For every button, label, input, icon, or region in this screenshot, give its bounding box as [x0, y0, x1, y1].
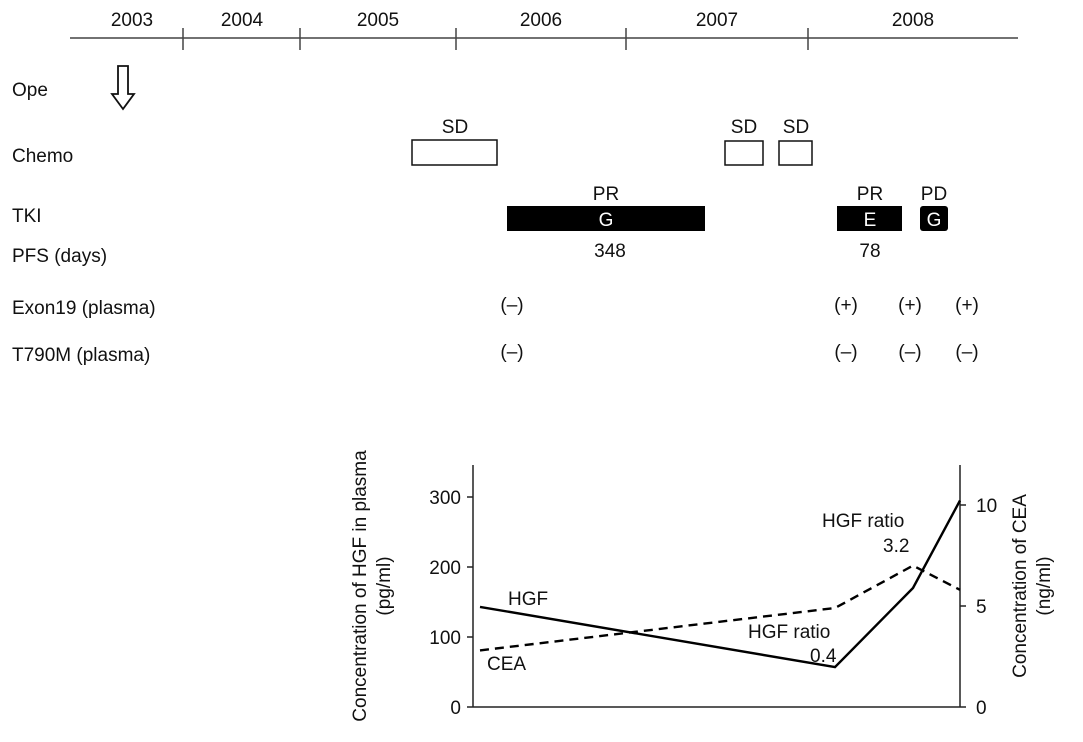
hgf-ratio-label: HGF ratio — [822, 511, 904, 532]
year-label: 2007 — [696, 10, 738, 31]
chemo-block — [724, 140, 764, 166]
year-label: 2004 — [221, 10, 264, 31]
mutation-results: (–) (+) (+) (+) (–) (–) (–) (–) — [500, 295, 978, 363]
tki-response-label: PR — [857, 184, 883, 205]
hgf-ratio-value: 3.2 — [883, 536, 909, 557]
right-tick-label: 0 — [976, 698, 987, 719]
series-line-cea — [479, 564, 961, 652]
pfs-value: 78 — [859, 241, 880, 262]
hgf-cea-chart: 0 100 200 300 0 5 10 Concentration of HGF in p… — [350, 450, 1055, 722]
t790m-result: (–) — [955, 342, 978, 363]
tki-blocks: PR G 348 PR E 78 PD G — [507, 184, 948, 262]
tki-drug-label: E — [864, 210, 877, 231]
series-label-hgf: HGF — [508, 589, 548, 610]
exon19-result: (+) — [898, 295, 922, 316]
chemo-block — [411, 139, 498, 166]
axis-ticks: 0 100 200 300 0 5 10 — [429, 488, 997, 719]
left-axis-label: Concentration of HGF in plasma (pg/ml) — [350, 450, 395, 722]
row-labels: Ope Chemo TKI PFS (days) Exon19 (plasma)… — [12, 80, 156, 366]
left-tick-label: 200 — [429, 558, 461, 579]
left-tick-label: 0 — [450, 698, 461, 719]
row-label-chemo: Chemo — [12, 146, 73, 167]
left-tick-label: 100 — [429, 628, 461, 649]
row-label-pfs: PFS (days) — [12, 246, 107, 267]
tki-block — [837, 206, 902, 231]
tki-block — [507, 206, 705, 231]
series-lines — [479, 499, 962, 669]
series-label-cea: CEA — [487, 654, 526, 675]
chemo-response-label: SD — [442, 117, 468, 138]
hgf-ratio-label: HGF ratio — [748, 622, 830, 643]
chemo-blocks: SD SD SD — [411, 117, 813, 166]
row-label-exon19: Exon19 (plasma) — [12, 298, 156, 319]
left-tick-label: 300 — [429, 488, 461, 509]
year-label: 2005 — [357, 10, 399, 31]
pfs-value: 348 — [594, 241, 626, 262]
exon19-result: (+) — [834, 295, 858, 316]
hgf-ratio-value: 0.4 — [810, 646, 837, 667]
row-label-t790m: T790M (plasma) — [12, 345, 150, 366]
chemo-response-label: SD — [731, 117, 757, 138]
down-arrow-icon — [110, 65, 136, 111]
right-tick-label: 10 — [976, 496, 997, 517]
exon19-result: (+) — [955, 295, 979, 316]
year-label: 2008 — [892, 10, 934, 31]
tki-block — [920, 206, 948, 231]
tki-response-label: PD — [921, 184, 947, 205]
year-label: 2003 — [111, 10, 153, 31]
t790m-result: (–) — [898, 342, 921, 363]
t790m-result: (–) — [500, 342, 523, 363]
right-tick-label: 5 — [976, 597, 987, 618]
chemo-response-label: SD — [783, 117, 809, 138]
t790m-result: (–) — [834, 342, 857, 363]
year-label: 2006 — [520, 10, 562, 31]
row-label-tki: TKI — [12, 206, 42, 227]
tki-response-label: PR — [593, 184, 619, 205]
year-axis: 2003 2004 2005 2006 2007 2008 — [70, 10, 1018, 50]
series-line-hgf — [479, 499, 962, 669]
row-label-ope: Ope — [12, 80, 48, 101]
tki-drug-label: G — [599, 210, 614, 231]
right-axis-label: Concentration of CEA (ng/ml) — [1010, 494, 1055, 678]
exon19-result: (–) — [500, 295, 523, 316]
chemo-block — [778, 140, 813, 166]
tki-drug-label: G — [927, 210, 942, 231]
